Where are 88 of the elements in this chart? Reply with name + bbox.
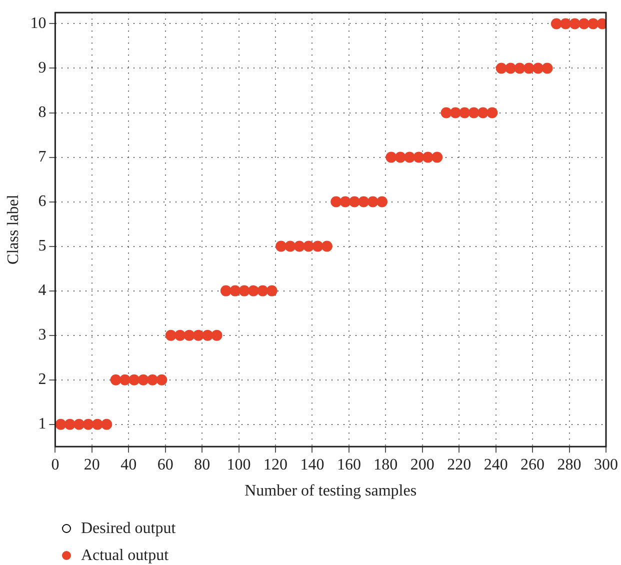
point	[505, 62, 516, 74]
point	[404, 152, 416, 163]
y-tick-label: 9	[38, 59, 46, 76]
point	[202, 330, 214, 341]
x-tick-label: 240	[484, 456, 508, 474]
point	[64, 418, 76, 430]
point	[542, 62, 553, 74]
x-tick-label: 80	[194, 456, 210, 474]
point	[101, 418, 112, 430]
point	[276, 240, 287, 252]
point	[440, 107, 452, 118]
x-tick-label: 220	[447, 456, 472, 474]
point	[450, 107, 461, 118]
point	[578, 18, 590, 30]
x-tick-label: 100	[226, 456, 251, 474]
point	[192, 330, 204, 341]
x-tick-label: 140	[300, 456, 324, 474]
point	[294, 240, 305, 252]
point	[284, 240, 296, 252]
x-tick-label: 280	[557, 456, 582, 474]
point	[138, 374, 149, 386]
x-tick-label: 120	[264, 456, 288, 474]
x-tick-label: 20	[84, 456, 100, 474]
point	[321, 240, 332, 252]
point	[459, 107, 470, 118]
legend-label: Actual output	[81, 546, 169, 564]
point	[422, 152, 434, 163]
legend-label: Desired output	[81, 520, 176, 538]
point	[230, 285, 241, 296]
point	[248, 285, 259, 296]
point	[514, 62, 526, 74]
point	[468, 107, 480, 118]
y-tick-label: 2	[38, 371, 46, 388]
point	[477, 107, 488, 118]
point	[82, 418, 94, 430]
point	[550, 18, 562, 30]
point	[560, 18, 572, 30]
x-tick-label: 300	[594, 456, 618, 474]
point	[266, 285, 278, 296]
point	[523, 62, 534, 74]
point	[432, 152, 443, 163]
point	[174, 330, 186, 341]
point	[394, 152, 406, 163]
y-tick-label: 7	[38, 148, 46, 166]
point	[588, 18, 599, 30]
point	[496, 62, 507, 74]
point	[386, 152, 397, 163]
point	[330, 196, 342, 208]
point	[358, 196, 370, 208]
point	[376, 196, 388, 208]
y-tick-label: 6	[38, 192, 46, 210]
point	[312, 240, 324, 252]
point	[238, 285, 250, 296]
point	[147, 374, 158, 386]
y-tick-label: 10	[30, 14, 46, 32]
x-tick-label: 180	[374, 456, 398, 474]
point	[156, 374, 168, 386]
point	[486, 107, 498, 118]
x-axis-title: Number of testing samples	[244, 482, 417, 500]
x-tick-label: 200	[410, 456, 434, 474]
y-tick-label: 3	[38, 326, 46, 344]
x-tick-label: 260	[520, 456, 545, 474]
point	[165, 330, 176, 341]
point	[119, 374, 130, 386]
point	[92, 418, 103, 430]
point	[303, 240, 314, 252]
x-tick-label: 160	[336, 456, 361, 474]
x-tick-label: 40	[120, 456, 137, 474]
point	[211, 330, 222, 341]
y-tick-label: 1	[38, 416, 46, 433]
point	[110, 374, 122, 386]
x-tick-label: 0	[51, 456, 60, 474]
y-axis-title: Class label	[4, 194, 22, 264]
point	[340, 196, 351, 208]
point	[257, 285, 268, 296]
point	[348, 196, 360, 208]
point	[220, 285, 232, 296]
point	[569, 18, 580, 30]
point	[532, 62, 544, 74]
x-tick-label: 60	[157, 456, 174, 474]
point	[184, 330, 195, 341]
y-tick-label: 8	[38, 104, 46, 121]
y-tick-label: 4	[38, 282, 46, 300]
point	[413, 152, 424, 163]
point	[367, 196, 378, 208]
point	[128, 374, 140, 386]
point	[74, 418, 85, 430]
y-tick-label: 5	[38, 237, 46, 254]
